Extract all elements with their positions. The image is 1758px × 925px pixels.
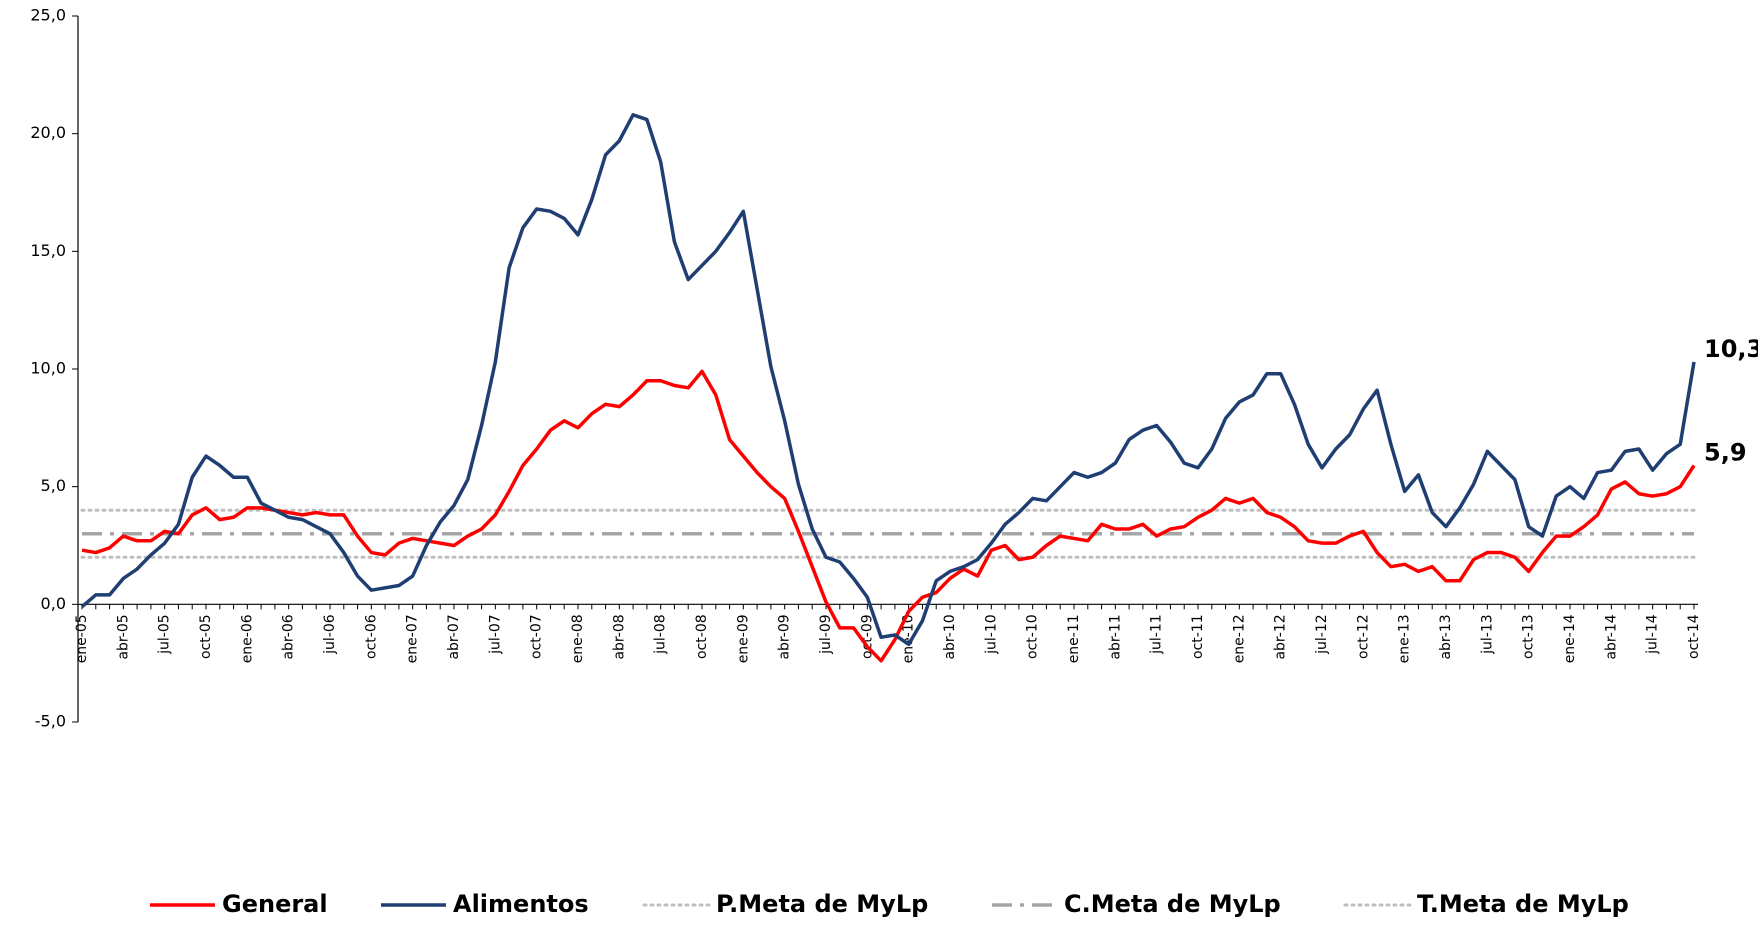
x-tick-label: ene-07 — [405, 614, 421, 663]
x-tick-label: abr-06 — [281, 614, 297, 659]
x-tick-label: jul-12 — [1314, 614, 1330, 655]
x-tick-label: jul-06 — [322, 614, 338, 655]
x-tick-label: oct-08 — [694, 614, 710, 659]
x-tick-label: abr-12 — [1273, 614, 1289, 659]
y-tick-label: 15,0 — [30, 241, 66, 260]
legend-label: Alimentos — [453, 890, 589, 918]
x-tick-label: jul-09 — [818, 614, 834, 655]
x-tick-label: jul-08 — [653, 614, 669, 655]
x-tick-label: oct-13 — [1521, 614, 1537, 659]
y-tick-label: 5,0 — [41, 476, 66, 495]
x-tick-label: jul-10 — [983, 614, 999, 655]
x-tick-label: abr-13 — [1438, 614, 1454, 659]
x-tick-label: ene-14 — [1562, 614, 1578, 663]
x-tick-label: ene-13 — [1397, 614, 1413, 663]
x-tick-label: oct-11 — [1190, 614, 1206, 659]
x-tick-label: oct-10 — [1025, 614, 1041, 659]
data-label: 5,9 — [1704, 438, 1747, 466]
legend-label: C.Meta de MyLp — [1064, 890, 1281, 918]
x-tick-label: ene-09 — [735, 614, 751, 663]
y-tick-label: 20,0 — [30, 123, 66, 142]
x-tick-label: oct-14 — [1686, 614, 1702, 659]
x-tick-label: jul-07 — [487, 614, 503, 655]
series-line — [82, 115, 1694, 645]
y-tick-label: -5,0 — [35, 712, 66, 731]
data-label: 10,3 — [1704, 335, 1758, 363]
x-tick-label: jul-14 — [1645, 614, 1661, 655]
x-tick-label: abr-09 — [777, 614, 793, 659]
legend-label: General — [222, 890, 328, 918]
x-tick-label: ene-05 — [74, 614, 90, 663]
x-tick-label: ene-11 — [1066, 614, 1082, 663]
x-tick-label: abr-08 — [611, 614, 627, 659]
x-tick-label: abr-10 — [942, 614, 958, 659]
x-tick-label: ene-08 — [570, 614, 586, 663]
y-tick-label: 25,0 — [30, 6, 66, 25]
legend-label: P.Meta de MyLp — [716, 890, 928, 918]
x-tick-label: oct-12 — [1355, 614, 1371, 659]
x-tick-label: ene-06 — [239, 614, 255, 663]
y-tick-label: 10,0 — [30, 359, 66, 378]
x-tick-label: abr-11 — [1107, 614, 1123, 659]
x-tick-label: abr-07 — [446, 614, 462, 659]
x-tick-label: abr-05 — [115, 614, 131, 659]
x-tick-label: ene-12 — [1231, 614, 1247, 663]
chart: -5,0 0,0 5,0 10,0 15,0 20,0 25,0 ene-05 abr-05 ju… — [0, 0, 1758, 925]
x-tick-label: oct-05 — [198, 614, 214, 659]
x-tick-label: oct-06 — [363, 614, 379, 659]
x-tick-label: jul-13 — [1479, 614, 1495, 655]
x-tick-label: jul-11 — [1149, 614, 1165, 655]
legend-label: T.Meta de MyLp — [1417, 890, 1629, 918]
y-tick-label: 0,0 — [41, 594, 66, 613]
x-tick-label: oct-07 — [529, 614, 545, 659]
x-tick-label: abr-14 — [1603, 614, 1619, 659]
x-tick-label: jul-05 — [157, 614, 173, 655]
